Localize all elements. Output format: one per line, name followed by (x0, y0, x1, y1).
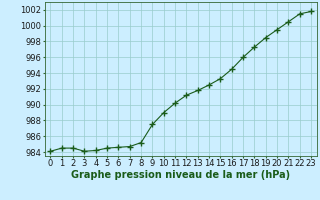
X-axis label: Graphe pression niveau de la mer (hPa): Graphe pression niveau de la mer (hPa) (71, 170, 290, 180)
